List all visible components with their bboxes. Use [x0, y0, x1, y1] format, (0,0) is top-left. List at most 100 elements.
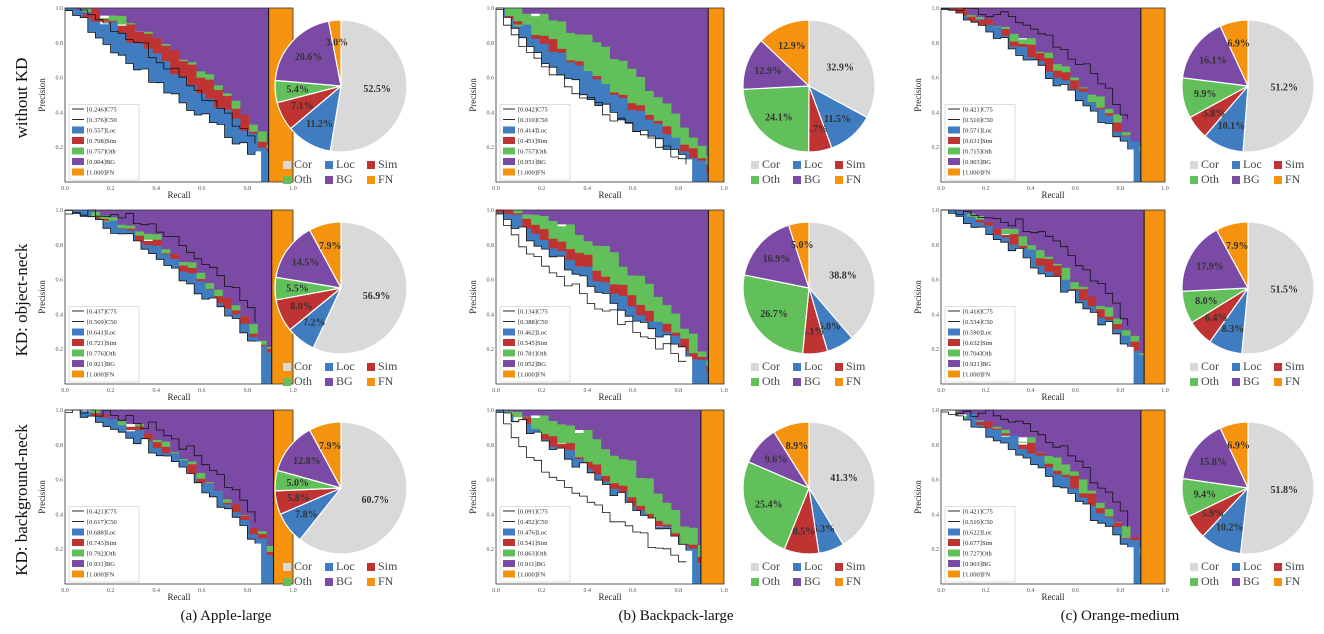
- legend-swatch: [503, 549, 515, 557]
- pie-slice-oth: [742, 461, 810, 550]
- pie-legend-swatch: [283, 176, 291, 184]
- pie-slice-bg: [743, 224, 810, 289]
- y-tick-label-4: 1.0: [56, 408, 64, 414]
- y-tick-label-0: 0.2: [56, 547, 64, 553]
- y-tick-label-4: 1.0: [56, 6, 64, 12]
- fn-band: [1140, 8, 1165, 182]
- pie-legend-swatch: [1232, 578, 1240, 586]
- legend-entry-1: [0.617]C50: [87, 519, 117, 526]
- legend-entry-6: [1.000]FN: [518, 372, 546, 379]
- pie-legend-label-fn: FN: [378, 574, 394, 588]
- legend-entry-0: [0.246]C75: [87, 107, 117, 114]
- pie-chart-1: 32.9% 11.5%5.7% 24.1% 12.9% 12.9% Cor Loc Sim Ot…: [742, 19, 876, 186]
- x-tick-label-5: 1.0: [289, 186, 297, 192]
- pie-value-bg: 20.6%: [295, 52, 323, 63]
- row-label-1: KD: object-neck: [12, 243, 31, 357]
- y-tick-label-4: 1.0: [487, 408, 495, 414]
- pie-value-bg: 15.8%: [1199, 457, 1227, 468]
- y-tick-label-3: 0.8: [56, 41, 64, 47]
- legend-swatch: [72, 339, 84, 346]
- pie-legend-label-oth: Oth: [1201, 172, 1219, 186]
- pie-value-fn: 7.9%: [1226, 241, 1249, 252]
- pie-legend-label-sim: Sim: [1285, 559, 1305, 573]
- y-tick-label-1: 0.4: [932, 512, 940, 518]
- x-tick-label-2: 0.4: [1027, 388, 1035, 394]
- pie-legend-label-fn: FN: [846, 574, 862, 588]
- pie-slice-bg: [1182, 427, 1250, 489]
- pie-slice-fn: [308, 421, 342, 489]
- y-tick-label-4: 1.0: [932, 6, 940, 12]
- x-tick-label-2: 0.4: [583, 186, 591, 192]
- pie-value-fn: 5.0%: [791, 240, 814, 251]
- plot-frame: [940, 7, 1166, 183]
- legend-entry-1: [0.310]C50: [518, 117, 548, 124]
- pie-legend-label-loc: Loc: [1243, 559, 1262, 573]
- c50-line: [496, 213, 687, 357]
- legend-entry-3: [0.541]Sim: [518, 540, 547, 547]
- y-tick-label-3: 0.8: [56, 243, 64, 249]
- pie-slice-fn: [787, 221, 810, 289]
- legend-entry-4: [0.757]Oth: [518, 149, 547, 156]
- pie-legend-swatch: [1190, 363, 1198, 371]
- pie-value-cor: 52.5%: [363, 84, 391, 95]
- legend-swatch: [72, 349, 84, 357]
- bg-band: [941, 8, 1141, 147]
- pie-slice-oth: [742, 85, 810, 153]
- pie-legend-label-fn: FN: [846, 374, 862, 388]
- x-tick-label-4: 0.8: [1116, 186, 1124, 192]
- pie-legend-label-oth: Oth: [294, 172, 312, 186]
- fn-band: [708, 8, 725, 182]
- c50-line: [941, 409, 1129, 548]
- pie-chart-8: 51.8% 10.2% 5.9% 9.4% 15.8%6.9% Cor Loc Sim Oth B…: [1181, 421, 1315, 588]
- pie-legend-label-sim: Sim: [378, 359, 398, 373]
- pie-legend-swatch: [1274, 161, 1282, 169]
- pie-legend-label-oth: Oth: [1201, 574, 1219, 588]
- pie-legend-swatch: [1232, 176, 1240, 184]
- y-tick-label-2: 0.6: [932, 76, 940, 82]
- legend-entry-4: [0.781]Oth: [518, 351, 547, 358]
- legend-swatch: [72, 168, 84, 176]
- pie-slice-cor: [1242, 19, 1315, 153]
- pie-value-oth: 5.0%: [286, 478, 309, 489]
- c50-line: [496, 7, 687, 160]
- x-axis-label: Recall: [1042, 190, 1065, 200]
- y-tick-label-0: 0.2: [932, 145, 940, 151]
- x-axis-label: Recall: [1042, 592, 1065, 602]
- bg-band: [65, 410, 274, 547]
- pie-value-bg: 16.1%: [1199, 55, 1227, 66]
- legend-swatch: [503, 539, 515, 546]
- pie-legend-swatch: [1190, 176, 1198, 184]
- legend-entry-6: [1.000]FN: [963, 170, 991, 177]
- pie-value-loc: 11.5%: [824, 114, 851, 125]
- pie-legend-label-sim: Sim: [378, 559, 398, 573]
- x-tick-label-1: 0.2: [107, 388, 115, 394]
- x-tick-label-3: 0.6: [198, 388, 206, 394]
- legend-entry-4: [0.715]Oth: [963, 149, 992, 156]
- pie-value-loc: 7.2%: [303, 317, 326, 328]
- plot-frame: [940, 409, 1166, 585]
- pie-legend-label-bg: BG: [336, 574, 353, 588]
- pie-legend-label-oth: Oth: [294, 374, 312, 388]
- pie-legend-swatch: [367, 363, 375, 371]
- y-tick-label-2: 0.6: [56, 76, 64, 82]
- legend-entry-1: [0.376]C50: [87, 117, 117, 124]
- legend-swatch: [72, 560, 84, 567]
- fn-band: [1140, 410, 1165, 584]
- x-tick-label-1: 0.2: [107, 186, 115, 192]
- pie-value-sim: 5.9%: [1202, 509, 1225, 520]
- pie-value-sim: 8.0%: [290, 301, 313, 312]
- area-chart-4: 0.0 0.2 0.4 0.6 0.8 1.0 0.2 0.4 0.6 0.8 1.0 Recall P…: [468, 208, 728, 402]
- pie-legend-label-loc: Loc: [804, 559, 823, 573]
- pie-legend-label-fn: FN: [378, 374, 394, 388]
- pie-legend-swatch: [1274, 176, 1282, 184]
- legend-swatch: [948, 137, 960, 144]
- pie-value-sim: 6.4%: [1205, 313, 1228, 324]
- pie-slice-cor: [312, 221, 408, 355]
- x-tick-label-1: 0.2: [982, 588, 990, 594]
- pie-chart-0: 52.5% 11.2% 7.1% 5.4% 20.6%3.0% Cor Loc Sim Oth B…: [274, 19, 408, 186]
- legend-swatch: [503, 147, 515, 155]
- pie-slice-cor: [299, 421, 408, 555]
- x-tick-label-5: 1.0: [720, 588, 728, 594]
- area-chart-1: 0.0 0.2 0.4 0.6 0.8 1.0 0.2 0.4 0.6 0.8 1.0 Recall P…: [468, 6, 728, 200]
- pie-value-cor: 56.9%: [363, 291, 391, 302]
